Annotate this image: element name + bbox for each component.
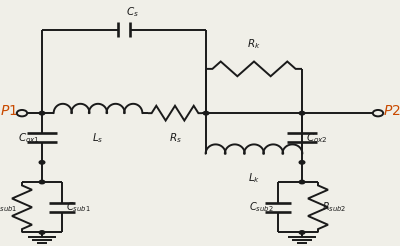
Text: $C_{ox1}$: $C_{ox1}$: [18, 131, 40, 145]
Circle shape: [203, 111, 209, 115]
Circle shape: [39, 231, 45, 234]
Circle shape: [299, 180, 305, 184]
Text: $R_k$: $R_k$: [247, 37, 261, 51]
Circle shape: [373, 110, 383, 116]
Text: $R_{sub1}$: $R_{sub1}$: [0, 200, 18, 214]
Text: $C_{sub1}$: $C_{sub1}$: [66, 200, 91, 214]
Text: $P1$: $P1$: [0, 104, 18, 118]
Text: $R_{sub2}$: $R_{sub2}$: [322, 200, 346, 214]
Text: $C_s$: $C_s$: [126, 5, 138, 19]
Text: $L_k$: $L_k$: [248, 171, 260, 185]
Text: $P2$: $P2$: [383, 104, 400, 118]
Circle shape: [299, 231, 305, 234]
Text: $R_s$: $R_s$: [168, 131, 182, 145]
Text: $C_{ox2}$: $C_{ox2}$: [306, 131, 328, 145]
Text: $C_{sub2}$: $C_{sub2}$: [250, 200, 274, 214]
Circle shape: [299, 111, 305, 115]
Circle shape: [39, 180, 45, 184]
Circle shape: [299, 161, 305, 164]
Text: $L_s$: $L_s$: [92, 131, 104, 145]
Circle shape: [39, 111, 45, 115]
Circle shape: [39, 161, 45, 164]
Circle shape: [17, 110, 27, 116]
